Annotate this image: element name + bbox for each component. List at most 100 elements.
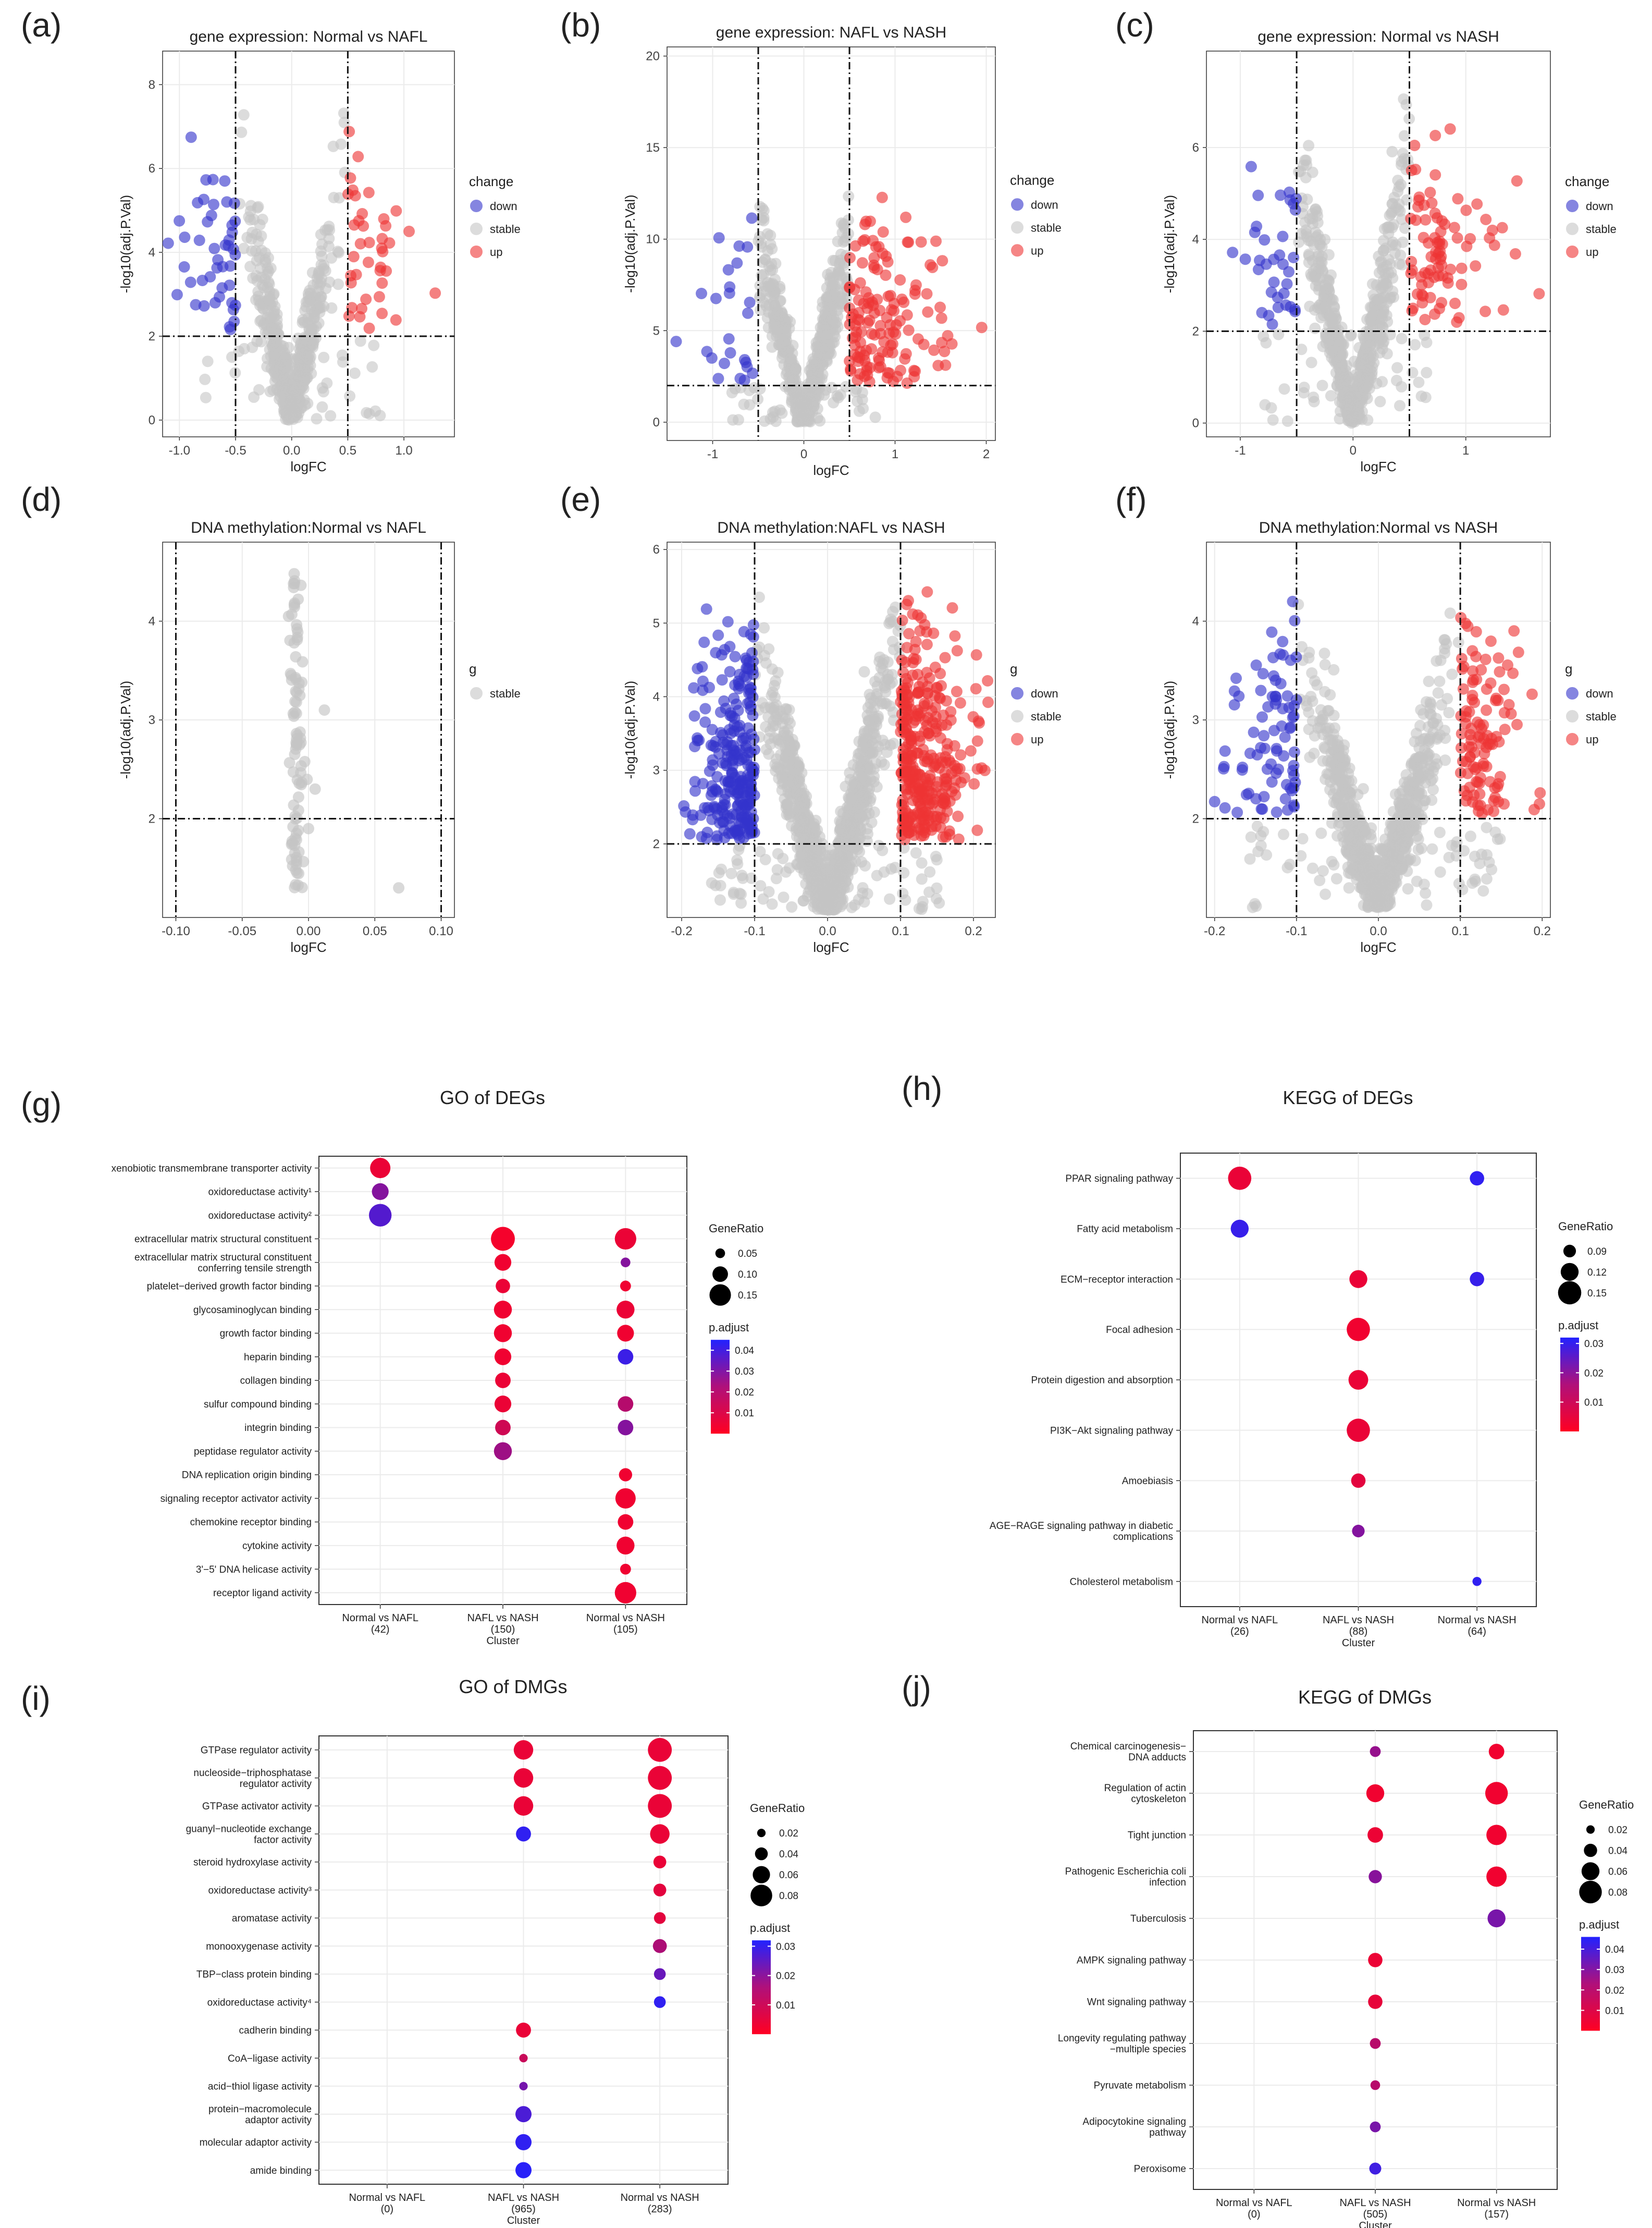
data-point xyxy=(871,870,883,882)
data-point xyxy=(291,623,303,635)
data-point xyxy=(1444,607,1456,619)
data-point xyxy=(958,772,970,784)
data-point xyxy=(858,666,870,678)
data-point xyxy=(1385,266,1397,278)
data-point xyxy=(772,667,784,679)
data-point xyxy=(765,413,776,425)
data-point xyxy=(1318,287,1330,299)
data-point xyxy=(1337,339,1349,351)
data-point xyxy=(918,700,930,712)
data-point xyxy=(783,704,795,716)
data-point xyxy=(1456,278,1468,290)
data-point xyxy=(773,734,784,746)
data-point xyxy=(859,860,871,872)
panel-title: gene expression: NAFL vs NASH xyxy=(716,24,946,41)
data-point xyxy=(907,669,919,681)
data-point xyxy=(926,821,938,833)
data-point xyxy=(877,844,889,856)
data-point xyxy=(756,697,768,709)
data-point xyxy=(1423,237,1435,249)
data-point xyxy=(822,268,834,280)
data-point xyxy=(754,292,766,304)
panel-letter: (b) xyxy=(560,6,601,44)
data-point xyxy=(354,238,366,250)
data-point xyxy=(1424,291,1436,303)
data-point xyxy=(738,811,750,823)
data-point xyxy=(1427,784,1439,795)
data-point xyxy=(724,281,736,293)
data-point xyxy=(1434,676,1446,687)
data-point xyxy=(285,669,297,681)
data-point xyxy=(297,342,309,354)
data-point xyxy=(901,642,913,654)
data-point xyxy=(288,568,300,580)
data-point xyxy=(348,251,360,263)
data-point xyxy=(773,324,785,336)
data-point xyxy=(841,801,853,813)
data-point xyxy=(712,629,724,641)
data-point xyxy=(1249,226,1261,238)
data-point xyxy=(1227,247,1239,259)
data-point xyxy=(1288,252,1300,263)
data-point xyxy=(224,260,236,272)
data-point xyxy=(207,174,219,186)
data-point xyxy=(760,743,772,755)
data-point xyxy=(228,315,240,327)
data-point xyxy=(922,306,934,318)
data-point xyxy=(1449,298,1461,309)
legend-title: change xyxy=(1565,174,1609,189)
data-point xyxy=(287,707,299,719)
y-tick-label: 0 xyxy=(149,413,155,427)
data-point xyxy=(1343,882,1355,894)
data-point xyxy=(757,893,769,905)
data-point xyxy=(1275,189,1287,201)
data-point xyxy=(317,386,329,398)
data-point xyxy=(941,744,953,756)
data-point xyxy=(758,622,770,634)
volcano-panel-3: (c) gene expression: Normal vs NASH-1 0 102… xyxy=(1115,6,1617,474)
panel-title: DNA methylation:NAFL vs NASH xyxy=(717,519,945,536)
data-point xyxy=(937,797,949,809)
data-point xyxy=(1392,175,1404,187)
data-point xyxy=(328,192,340,203)
data-point xyxy=(728,692,740,704)
data-point xyxy=(712,373,724,385)
data-point xyxy=(783,322,795,334)
data-point xyxy=(1407,366,1419,378)
x-axis-label: logFC xyxy=(1360,459,1396,474)
data-point xyxy=(726,387,738,399)
data-point xyxy=(378,213,390,225)
data-point xyxy=(1488,239,1500,251)
data-point xyxy=(208,199,219,211)
data-point xyxy=(871,746,883,758)
legend-key-stable xyxy=(1566,223,1579,235)
data-point xyxy=(1420,391,1432,403)
data-point xyxy=(429,287,441,299)
data-point xyxy=(1398,130,1410,142)
y-tick-label: 0 xyxy=(1192,417,1199,431)
data-point xyxy=(1274,249,1286,261)
y-tick-label: 4 xyxy=(653,690,660,704)
data-point xyxy=(689,785,701,797)
data-point xyxy=(362,256,374,268)
data-point xyxy=(907,761,919,773)
data-point xyxy=(970,649,982,661)
legend-label-stable: stable xyxy=(1031,221,1062,234)
data-point xyxy=(916,873,928,885)
data-point xyxy=(724,347,736,359)
data-point xyxy=(936,337,948,349)
data-point xyxy=(927,798,939,810)
data-point xyxy=(1316,251,1328,263)
panel-letter: (d) xyxy=(21,481,61,518)
data-point xyxy=(273,328,285,340)
data-point xyxy=(982,675,994,687)
data-point xyxy=(843,190,855,202)
data-point xyxy=(1436,259,1448,271)
data-point xyxy=(1394,258,1406,270)
data-point xyxy=(369,405,381,417)
legend-title: g xyxy=(1010,661,1017,677)
data-point xyxy=(941,805,953,817)
data-point xyxy=(1413,376,1425,388)
data-point xyxy=(301,351,313,363)
legend-label-down: down xyxy=(490,200,517,213)
